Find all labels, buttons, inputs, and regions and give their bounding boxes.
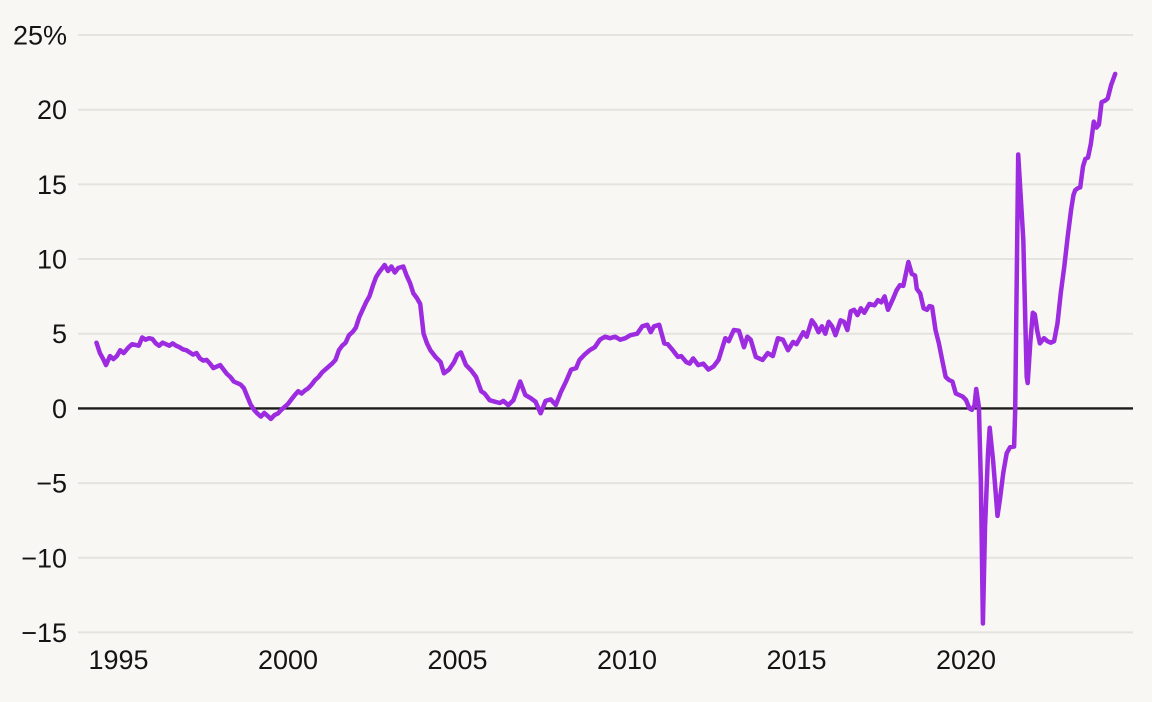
x-tick-label: 1995 xyxy=(88,645,148,675)
y-tick-label: 10 xyxy=(37,245,67,275)
y-tick-label: −15 xyxy=(21,618,67,648)
x-tick-label: 2000 xyxy=(258,645,318,675)
y-tick-label: 20 xyxy=(37,95,67,125)
x-tick-label: 2005 xyxy=(427,645,487,675)
x-tick-label: 2020 xyxy=(936,645,996,675)
x-tick-label: 2010 xyxy=(597,645,657,675)
y-tick-label: 0 xyxy=(52,394,67,424)
y-tick-label: 25% xyxy=(13,21,67,51)
x-tick-label: 2015 xyxy=(766,645,826,675)
y-tick-label: −5 xyxy=(36,469,67,499)
y-tick-label: 15 xyxy=(37,170,67,200)
data-series-line xyxy=(94,71,1118,626)
y-tick-label: −10 xyxy=(21,543,67,573)
y-tick-label: 5 xyxy=(52,319,67,349)
